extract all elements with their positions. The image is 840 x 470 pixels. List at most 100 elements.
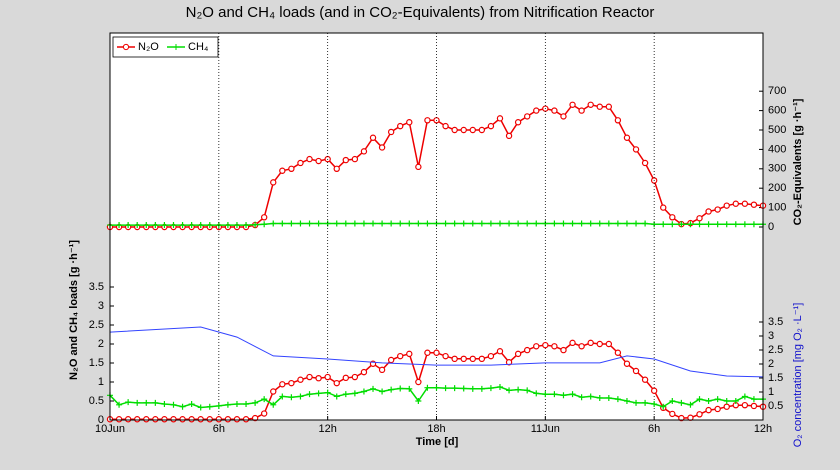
marker bbox=[451, 220, 458, 227]
marker bbox=[496, 348, 504, 355]
marker bbox=[569, 101, 576, 108]
marker bbox=[260, 410, 268, 417]
marker bbox=[551, 220, 558, 227]
marker bbox=[315, 157, 322, 165]
marker bbox=[252, 221, 259, 228]
y2-tick-label: 0.5 bbox=[768, 400, 783, 412]
x-tick-label: 6h bbox=[648, 423, 660, 435]
y-tick-label: 2 bbox=[98, 338, 104, 350]
marker bbox=[170, 416, 177, 423]
marker bbox=[370, 220, 377, 227]
marker bbox=[696, 396, 703, 403]
y-tick-label: 500 bbox=[768, 124, 786, 136]
marker bbox=[542, 391, 549, 398]
marker bbox=[478, 220, 485, 227]
marker bbox=[669, 410, 676, 418]
marker bbox=[551, 391, 558, 398]
y-tick-label: 700 bbox=[768, 85, 786, 97]
x-tick-label: 6h bbox=[213, 423, 225, 435]
marker bbox=[324, 389, 331, 396]
marker bbox=[732, 398, 739, 404]
marker bbox=[560, 392, 567, 399]
marker bbox=[233, 416, 241, 423]
marker bbox=[578, 220, 585, 227]
marker bbox=[641, 376, 649, 383]
marker bbox=[387, 128, 395, 136]
legend-marker bbox=[122, 43, 130, 51]
marker bbox=[261, 221, 268, 228]
marker bbox=[170, 222, 177, 229]
marker bbox=[469, 126, 476, 134]
marker bbox=[523, 113, 531, 120]
marker bbox=[705, 406, 712, 414]
marker bbox=[633, 220, 640, 227]
marker bbox=[351, 220, 358, 227]
marker bbox=[378, 366, 386, 374]
marker bbox=[388, 386, 395, 393]
marker bbox=[206, 416, 213, 423]
marker bbox=[406, 350, 413, 358]
marker bbox=[251, 414, 259, 422]
y-tick-label: 0 bbox=[98, 414, 104, 426]
marker bbox=[333, 379, 340, 387]
marker bbox=[206, 222, 213, 229]
marker bbox=[515, 220, 522, 227]
marker bbox=[288, 394, 295, 401]
marker bbox=[514, 119, 522, 126]
marker bbox=[397, 352, 404, 360]
marker bbox=[451, 385, 458, 392]
marker bbox=[351, 155, 359, 163]
marker bbox=[134, 416, 141, 423]
legend-marker bbox=[173, 44, 179, 50]
marker bbox=[632, 146, 640, 153]
marker bbox=[442, 122, 449, 130]
marker bbox=[415, 163, 422, 171]
y2-tick-label: 2.5 bbox=[768, 344, 783, 356]
y-tick-label: 2.5 bbox=[89, 319, 104, 331]
marker bbox=[270, 401, 277, 408]
marker bbox=[741, 393, 748, 400]
marker bbox=[460, 126, 467, 134]
marker bbox=[696, 221, 703, 228]
marker bbox=[424, 349, 431, 356]
marker bbox=[433, 349, 440, 356]
x-tick-label: 10Jun bbox=[95, 423, 125, 435]
y-tick-label: 3.5 bbox=[89, 281, 104, 293]
marker bbox=[297, 220, 304, 227]
marker bbox=[460, 220, 467, 227]
marker bbox=[297, 159, 304, 167]
marker bbox=[442, 385, 449, 392]
marker bbox=[360, 148, 368, 155]
marker bbox=[315, 220, 322, 227]
marker bbox=[696, 215, 703, 222]
marker bbox=[524, 387, 531, 394]
y-tick-label: 1.5 bbox=[89, 357, 104, 369]
marker bbox=[496, 115, 504, 122]
marker bbox=[134, 399, 141, 406]
marker bbox=[406, 119, 413, 126]
marker bbox=[288, 165, 295, 172]
marker bbox=[551, 107, 558, 114]
marker bbox=[660, 221, 667, 228]
marker bbox=[515, 386, 522, 393]
marker bbox=[705, 208, 712, 215]
marker bbox=[460, 355, 467, 363]
marker bbox=[224, 222, 231, 229]
marker bbox=[161, 401, 168, 408]
marker bbox=[506, 220, 513, 227]
marker bbox=[560, 113, 567, 120]
marker bbox=[115, 416, 123, 423]
marker bbox=[342, 220, 349, 227]
marker bbox=[224, 416, 232, 423]
y2-axis-label: O₂ concentration [mg O₂ ·L⁻¹] bbox=[792, 303, 804, 448]
marker bbox=[623, 360, 631, 367]
y-tick-label: 600 bbox=[768, 105, 786, 117]
marker bbox=[478, 355, 486, 363]
marker bbox=[306, 373, 313, 381]
x-axis-label: Time [d] bbox=[416, 436, 459, 448]
y-tick-label: 0.5 bbox=[89, 395, 104, 407]
marker bbox=[569, 391, 576, 398]
marker bbox=[605, 220, 612, 227]
marker bbox=[678, 414, 685, 422]
